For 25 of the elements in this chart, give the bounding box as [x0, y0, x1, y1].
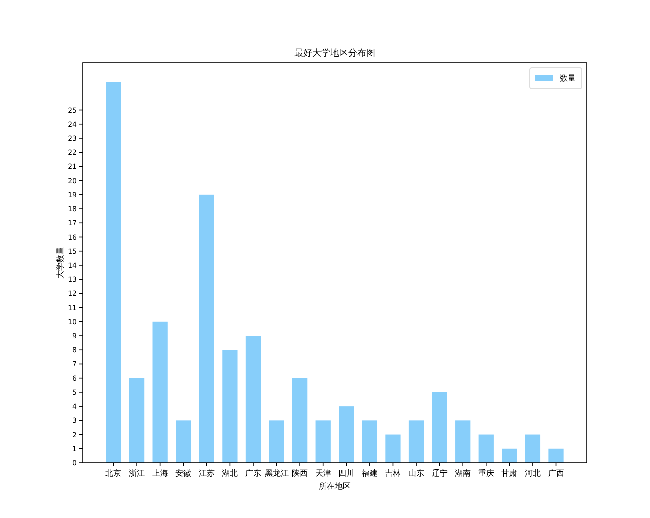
x-axis-title: 所在地区 — [319, 482, 351, 491]
x-tick-label: 吉林 — [385, 469, 402, 478]
x-tick-label: 湖南 — [455, 469, 472, 478]
y-axis-title: 大学数量 — [56, 247, 65, 279]
x-tick-label: 福建 — [362, 469, 378, 478]
x-tick-label: 浙江 — [129, 469, 146, 478]
x-tick-label: 重庆 — [478, 469, 494, 478]
x-tick-label: 北京 — [106, 469, 122, 478]
legend: 数量 — [530, 68, 582, 90]
x-tick-label: 上海 — [152, 469, 168, 478]
x-tick-label: 天津 — [315, 469, 332, 478]
x-tick-label: 广西 — [548, 469, 564, 478]
x-tick-label: 广东 — [245, 469, 262, 478]
x-tick-label: 黑龙江 — [264, 469, 289, 478]
legend-label: 数量 — [560, 74, 576, 83]
chart-title: 最好大学地区分布图 — [294, 48, 376, 59]
x-tick-label: 安徽 — [176, 469, 192, 478]
x-tick-label: 甘肃 — [502, 469, 518, 478]
x-tick-label: 山东 — [408, 469, 425, 478]
x-tick-label: 湖北 — [222, 469, 238, 478]
x-tick-label: 河北 — [524, 469, 541, 478]
x-tick-label: 陕西 — [292, 469, 308, 478]
x-tick-label: 四川 — [338, 469, 355, 478]
x-tick-label: 辽宁 — [432, 469, 448, 478]
x-tick-label: 江苏 — [198, 469, 215, 478]
